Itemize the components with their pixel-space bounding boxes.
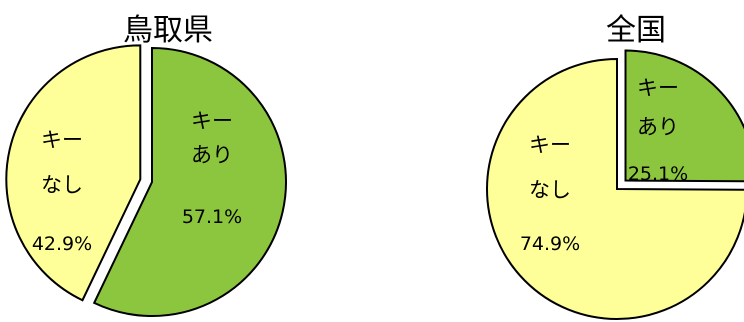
slice-value-without-key: 74.9% xyxy=(520,233,580,255)
pie-chart-national: 全国 キー あり 25.1% キー なし 74.9% xyxy=(486,13,744,320)
slice-label-without-key-line2: なし xyxy=(41,173,83,197)
chart-title-tottori: 鳥取県 xyxy=(123,13,213,48)
slice-value-with-key: 57.1% xyxy=(182,206,242,228)
slice-label-without-key-line1: キー xyxy=(41,128,83,152)
pie-chart-tottori: 鳥取県 キー あり 57.1% キー なし 42.9% xyxy=(5,13,287,317)
slice-label-with-key-line1: キー xyxy=(191,109,233,133)
slice-label-with-key-line1: キー xyxy=(637,76,679,100)
pie-slice-without-key xyxy=(5,44,142,302)
slices-national xyxy=(486,49,744,320)
pie-slice-with-key xyxy=(92,46,287,317)
pie-slice-with-key xyxy=(624,49,744,183)
slices-tottori xyxy=(5,44,287,317)
slice-label-with-key-line2: あり xyxy=(191,143,233,167)
pie-slice-without-key xyxy=(486,57,744,320)
chart-title-national: 全国 xyxy=(606,13,666,48)
slice-value-with-key: 25.1% xyxy=(628,163,688,185)
slice-label-with-key-line2: あり xyxy=(637,115,679,139)
slice-label-without-key-line2: なし xyxy=(529,178,571,202)
slice-label-without-key-line1: キー xyxy=(529,133,571,157)
slice-value-without-key: 42.9% xyxy=(32,233,92,255)
